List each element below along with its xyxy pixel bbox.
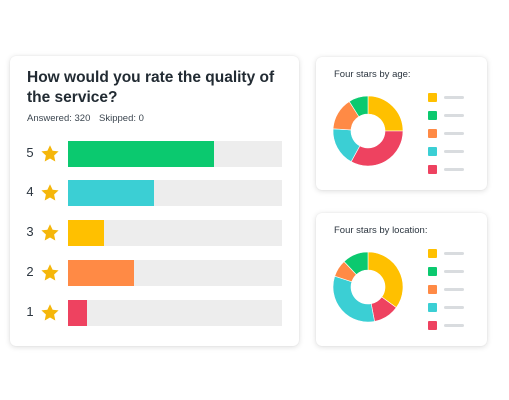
skipped-count: Skipped: 0 (99, 113, 144, 124)
rating-label: 4 (26, 184, 34, 199)
bar-track (68, 260, 282, 286)
legend-placeholder-line (444, 96, 464, 99)
location-breakdown-card: Four stars by location: (316, 213, 487, 346)
legend-swatch (428, 111, 437, 120)
age-legend-item (428, 165, 468, 175)
legend-swatch (428, 165, 437, 174)
rating-label: 1 (26, 304, 34, 319)
legend-placeholder-line (444, 324, 464, 327)
rating-row-3: 3 (10, 220, 299, 246)
age-slice-2 (350, 130, 404, 167)
legend-placeholder-line (444, 252, 464, 255)
age-slice-1 (367, 95, 404, 132)
age-legend-item (428, 129, 468, 139)
legend-swatch (428, 321, 437, 330)
legend-swatch (428, 249, 437, 258)
location-slice-3 (332, 275, 375, 323)
response-stats: Answered: 320 Skipped: 0 (27, 113, 150, 124)
age-breakdown-card: Four stars by age: (316, 57, 487, 190)
legend-swatch (428, 303, 437, 312)
rating-row-2: 2 (10, 260, 299, 286)
legend-swatch (428, 93, 437, 102)
age-legend-item (428, 147, 468, 157)
location-slice-1 (367, 251, 404, 308)
location-legend-item (428, 321, 468, 331)
legend-swatch (428, 129, 437, 138)
legend-swatch (428, 285, 437, 294)
bar-track (68, 300, 282, 326)
question-card: How would you rate the quality of the se… (10, 56, 299, 346)
legend-swatch (428, 267, 437, 276)
location-legend-item (428, 267, 468, 277)
bar-2-stars (68, 260, 135, 286)
question-title: How would you rate the quality of the se… (27, 69, 275, 106)
bar-3-stars (68, 220, 105, 246)
age-slice-5 (348, 95, 369, 118)
star-icon (41, 145, 59, 162)
bar-track (68, 141, 282, 167)
star-icon (41, 304, 59, 321)
location-slice-5 (343, 251, 369, 276)
legend-placeholder-line (444, 306, 464, 309)
legend-swatch (428, 147, 437, 156)
location-donut-chart (332, 251, 404, 323)
rating-row-5: 5 (10, 141, 299, 167)
age-legend-item (428, 93, 468, 103)
location-card-title: Four stars by location: (334, 225, 428, 236)
legend-placeholder-line (444, 114, 464, 117)
answered-count: Answered: 320 (27, 113, 91, 124)
age-donut-chart (332, 95, 404, 167)
rating-row-4: 4 (10, 180, 299, 206)
bar-track (68, 220, 282, 246)
location-legend-item (428, 303, 468, 313)
bar-5-stars (68, 141, 214, 167)
star-icon (41, 224, 59, 241)
location-legend-item (428, 285, 468, 295)
star-icon (41, 184, 59, 201)
bar-1-stars (68, 300, 88, 326)
legend-placeholder-line (444, 270, 464, 273)
legend-placeholder-line (444, 168, 464, 171)
legend-placeholder-line (444, 132, 464, 135)
legend-placeholder-line (444, 288, 464, 291)
rating-label: 5 (26, 145, 34, 160)
rating-row-1: 1 (10, 300, 299, 326)
location-legend-item (428, 249, 468, 259)
age-card-title: Four stars by age: (334, 69, 411, 80)
legend-placeholder-line (444, 150, 464, 153)
star-icon (41, 264, 59, 281)
age-legend-item (428, 111, 468, 121)
bar-4-stars (68, 180, 154, 206)
bar-track (68, 180, 282, 206)
rating-label: 2 (26, 264, 34, 279)
rating-label: 3 (26, 224, 34, 239)
